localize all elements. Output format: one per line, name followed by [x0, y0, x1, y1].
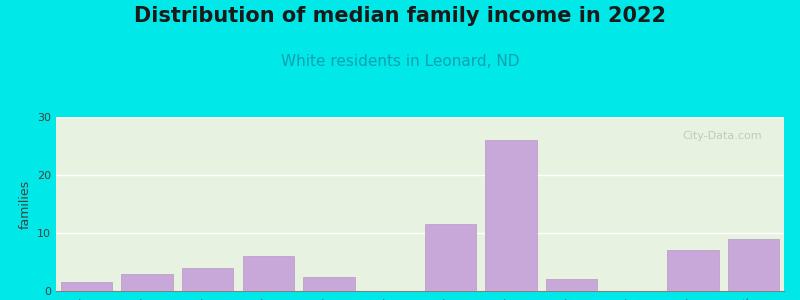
- Y-axis label: families: families: [18, 179, 31, 229]
- Bar: [728, 239, 779, 291]
- Bar: [303, 277, 354, 291]
- Bar: [122, 274, 173, 291]
- Bar: [242, 256, 294, 291]
- Bar: [61, 282, 112, 291]
- Text: City-Data.com: City-Data.com: [682, 131, 762, 141]
- Bar: [667, 250, 718, 291]
- Bar: [182, 268, 234, 291]
- Text: White residents in Leonard, ND: White residents in Leonard, ND: [281, 54, 519, 69]
- Bar: [546, 279, 598, 291]
- Bar: [425, 224, 476, 291]
- Bar: [486, 140, 537, 291]
- Text: Distribution of median family income in 2022: Distribution of median family income in …: [134, 6, 666, 26]
